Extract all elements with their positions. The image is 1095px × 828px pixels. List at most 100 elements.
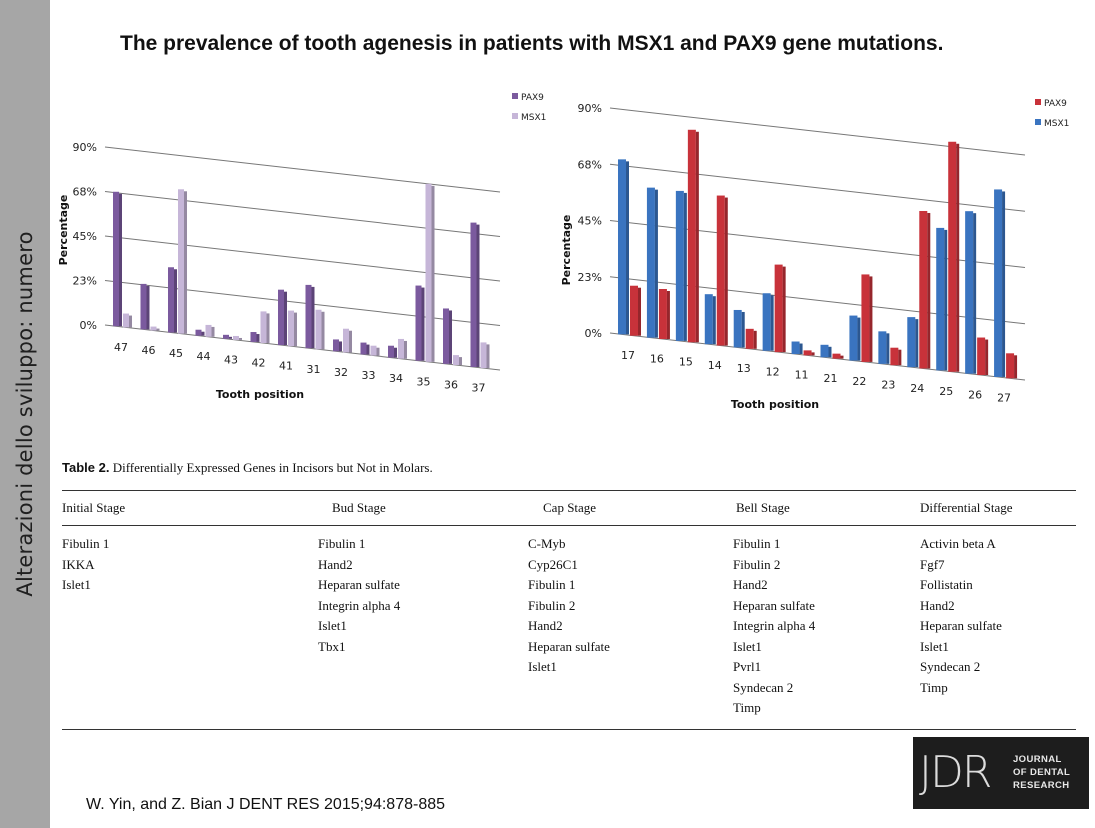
legend-label-msx1: MSX1 xyxy=(1044,119,1069,129)
bar-side-pax9 xyxy=(811,352,815,356)
header-cap-stage: Cap Stage xyxy=(543,499,597,515)
bar-side-pax9 xyxy=(753,330,757,349)
gene-cell: Hand2 xyxy=(920,597,955,613)
x-tick-label: 42 xyxy=(252,356,266,369)
bar-pax9 xyxy=(1006,353,1015,379)
bar-side-msx1 xyxy=(915,319,919,368)
bar-msx1 xyxy=(733,309,742,348)
gene-cell: Hand2 xyxy=(318,556,353,572)
gene-cell: Islet1 xyxy=(920,638,949,654)
bar-pax9 xyxy=(250,332,257,342)
gene-cell: Fibulin 2 xyxy=(528,597,576,613)
slide-title: The prevalence of tooth agenesis in pati… xyxy=(120,32,944,55)
bar-pax9 xyxy=(113,191,119,327)
bar-msx1 xyxy=(820,344,829,358)
bar-side-msx1 xyxy=(770,295,774,351)
gene-cell: Cyp26C1 xyxy=(528,556,578,572)
x-tick-label: 21 xyxy=(824,372,838,385)
x-tick-label: 22 xyxy=(852,375,866,388)
bar-side-pax9 xyxy=(146,285,150,330)
bar-side-pax9 xyxy=(985,339,989,376)
bar-side-pax9 xyxy=(898,349,902,366)
bar-pax9 xyxy=(195,329,202,336)
grid-line xyxy=(104,280,501,326)
bar-msx1 xyxy=(704,294,713,345)
gene-cell: Fibulin 1 xyxy=(318,536,366,551)
x-tick-label: 47 xyxy=(114,341,128,354)
gene-cell: Heparan sulfate xyxy=(733,597,815,613)
bar-side-pax9 xyxy=(449,310,452,364)
bar-msx1 xyxy=(994,189,1003,377)
legend-label-pax9: PAX9 xyxy=(1044,99,1067,109)
x-tick-label: 36 xyxy=(444,378,458,391)
bar-pax9 xyxy=(977,337,986,376)
bar-pax9 xyxy=(168,267,174,333)
bar-msx1 xyxy=(343,328,349,353)
x-tick-label: 27 xyxy=(997,392,1011,405)
bar-pax9 xyxy=(470,222,477,367)
gene-cell: C-Myb xyxy=(528,536,566,551)
bar-pax9 xyxy=(774,264,783,353)
journal-logo: JDR JOURNAL OF DENTAL RESEARCH xyxy=(913,737,1089,809)
gene-cell: Syndecan 2 xyxy=(920,659,981,674)
bar-msx1 xyxy=(288,310,294,347)
gene-cell: Heparan sulfate xyxy=(920,618,1002,633)
bar-side-pax9 xyxy=(666,290,670,339)
x-tick-label: 16 xyxy=(650,352,664,365)
bar-side-pax9 xyxy=(476,224,480,367)
y-axis-label: Percentage xyxy=(560,215,573,286)
bar-msx1 xyxy=(453,355,459,365)
bar-msx1 xyxy=(791,341,800,355)
x-tick-label: 15 xyxy=(679,356,693,369)
table-body: Fibulin 1 IKKA Islet1 Fibulin 1 Hand2 Hepara… xyxy=(62,526,1076,729)
x-tick-label: 43 xyxy=(224,353,238,366)
bar-side-pax9 xyxy=(840,355,844,359)
table-caption-text: Differentially Expressed Genes in Inciso… xyxy=(112,460,433,475)
bar-side-msx1 xyxy=(799,343,803,355)
gene-cell: Integrin alpha 4 xyxy=(733,618,816,633)
bar-side-msx1 xyxy=(459,357,462,365)
y-tick-label: 45% xyxy=(578,215,602,228)
y-tick-label: 90% xyxy=(73,141,97,154)
gene-cell: Fibulin 1 xyxy=(62,536,110,551)
bar-side-msx1 xyxy=(973,213,977,374)
y-tick-label: 0% xyxy=(80,319,97,332)
bar-pax9 xyxy=(948,141,957,372)
bar-side-msx1 xyxy=(266,313,270,344)
gene-cell: Islet1 xyxy=(528,659,557,674)
bar-msx1 xyxy=(675,190,684,341)
bar-side-pax9 xyxy=(782,266,786,353)
grid-line xyxy=(104,191,501,237)
gene-cell: Fgf7 xyxy=(920,556,945,572)
gene-cell: Hand2 xyxy=(528,618,563,633)
table-caption-label: Table 2. xyxy=(62,460,110,475)
bar-pax9 xyxy=(803,350,812,356)
bar-msx1 xyxy=(425,183,432,362)
column-differential-stage: Activin beta A Fgf7 Follistatin Hand2 Hepara… xyxy=(920,534,1076,719)
bar-side-pax9 xyxy=(956,143,960,372)
legend-label-msx1: MSX1 xyxy=(521,113,546,123)
bar-pax9 xyxy=(223,334,229,339)
bar-side-msx1 xyxy=(211,326,215,337)
bar-side-pax9 xyxy=(695,131,699,343)
table-header-row: Initial Stage Bud Stage Cap Stage Bell S… xyxy=(62,491,1076,526)
bar-side-msx1 xyxy=(626,161,629,335)
bar-pax9 xyxy=(919,210,928,369)
logo-line: JOURNAL xyxy=(1013,754,1062,765)
y-tick-label: 23% xyxy=(73,275,97,288)
grid-line xyxy=(104,235,501,282)
bar-side-msx1 xyxy=(321,311,325,350)
bar-side-pax9 xyxy=(724,197,728,346)
bar-side-msx1 xyxy=(239,337,242,340)
bar-pax9 xyxy=(890,347,899,366)
grid-line xyxy=(104,324,501,371)
journal-logo-words: JOURNAL OF DENTAL RESEARCH xyxy=(1013,753,1070,792)
bar-pax9 xyxy=(140,283,147,330)
bar-side-pax9 xyxy=(394,347,397,358)
gene-cell: Integrin alpha 4 xyxy=(318,597,401,613)
logo-line: OF DENTAL xyxy=(1013,767,1071,778)
gene-cell: Hand2 xyxy=(733,577,768,592)
bar-pax9 xyxy=(630,285,638,336)
gene-cell: Tbx1 xyxy=(318,638,346,654)
x-tick-label: 32 xyxy=(334,366,348,379)
